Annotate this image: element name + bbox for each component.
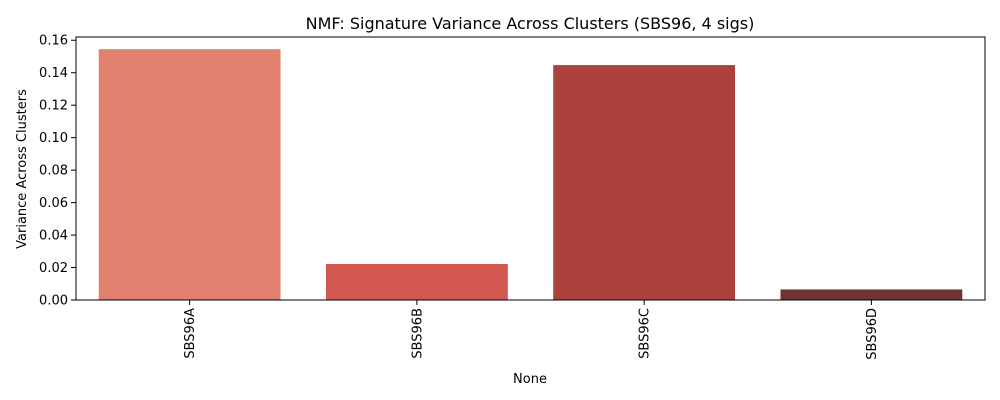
y-axis-title: Variance Across Clusters xyxy=(15,89,30,249)
plot-frame xyxy=(75,36,986,301)
y-tick-label: 0.06 xyxy=(39,196,68,211)
x-tick-label-sbs96c: SBS96C xyxy=(638,308,653,359)
bar-sbs96c xyxy=(553,65,736,300)
y-tick-label: 0.00 xyxy=(39,294,68,309)
y-tick-label: 0.08 xyxy=(39,164,68,179)
x-axis-title: None xyxy=(513,372,547,387)
y-tick-label: 0.12 xyxy=(39,99,68,114)
bar-sbs96d xyxy=(780,289,963,300)
y-tick-label: 0.14 xyxy=(39,66,68,81)
y-tick-label: 0.16 xyxy=(39,34,68,49)
bar-sbs96a xyxy=(98,49,281,300)
x-tick-label-sbs96a: SBS96A xyxy=(183,308,198,359)
x-tick-label-sbs96b: SBS96B xyxy=(410,308,425,359)
y-tick-label: 0.04 xyxy=(39,229,68,244)
y-tick-label: 0.02 xyxy=(39,261,68,276)
chart-title: NMF: Signature Variance Across Clusters … xyxy=(306,14,755,33)
y-tick-label: 0.10 xyxy=(39,131,68,146)
bar-sbs96b xyxy=(325,263,508,300)
x-tick-label-sbs96d: SBS96D xyxy=(865,308,880,360)
